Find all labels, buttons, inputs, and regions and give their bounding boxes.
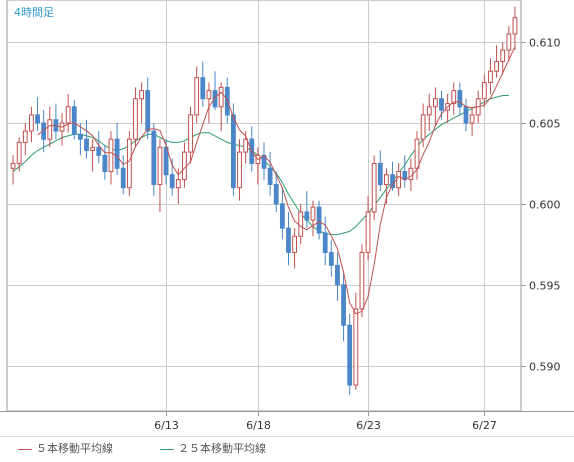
candle-body <box>451 90 457 105</box>
candle-body <box>77 133 83 140</box>
candle-body <box>500 49 506 62</box>
candle-body <box>35 114 40 124</box>
candle-body <box>169 174 175 189</box>
legend-ma5-swatch <box>18 448 32 450</box>
candle-body <box>243 138 249 153</box>
candle-body <box>512 17 518 35</box>
candle-body <box>267 167 273 185</box>
candle-body <box>335 264 340 286</box>
legend-ma5-label: ５本移動平均線 <box>36 442 113 455</box>
plot-background <box>6 0 522 412</box>
candle-body <box>151 130 157 185</box>
legend-ma25-label: ２５本移動平均線 <box>178 442 266 455</box>
candle-body <box>120 167 126 189</box>
candle-body <box>133 98 138 140</box>
candle-body <box>457 90 463 108</box>
candle-body <box>102 154 108 173</box>
candle-body <box>286 227 291 253</box>
candle-body <box>71 106 77 135</box>
candle-body <box>298 211 304 237</box>
candle-body <box>279 203 285 229</box>
candle-body <box>22 130 28 143</box>
ma5-layer <box>37 46 516 315</box>
y-tick-label: 0.610 <box>529 37 561 50</box>
candle-body <box>200 77 206 100</box>
candle-body <box>65 106 71 124</box>
candle-body <box>218 86 224 108</box>
candle-body <box>494 60 499 72</box>
x-tick-label: 6/23 <box>356 419 381 432</box>
candle-body <box>237 151 242 189</box>
candle-body <box>439 98 444 111</box>
y-tick-label: 0.600 <box>529 199 561 212</box>
candle-body <box>175 179 181 189</box>
legend-ma25-swatch <box>160 448 174 450</box>
candle-body <box>432 98 438 108</box>
candle-body <box>126 138 132 189</box>
candle-body <box>390 174 395 189</box>
candle-body <box>90 146 96 151</box>
candle-body <box>145 90 151 132</box>
candle-body <box>114 138 120 169</box>
candle-body <box>16 141 22 164</box>
candle-body <box>231 114 236 189</box>
candle-body <box>506 33 512 51</box>
candle-body <box>408 167 414 181</box>
candle-body <box>371 162 377 213</box>
candle-body <box>182 151 187 181</box>
legend-ma25: ２５本移動平均線 <box>160 440 266 456</box>
candle-body <box>29 114 34 132</box>
candle-body <box>304 211 310 221</box>
candle-body <box>84 138 89 151</box>
candle-body <box>316 206 322 234</box>
candle-body <box>377 162 383 185</box>
candle-body <box>273 183 279 205</box>
candle-body <box>188 114 193 153</box>
candle-body <box>163 146 169 176</box>
candle-body <box>365 211 371 253</box>
candle-body <box>10 162 16 169</box>
candle-body <box>322 232 328 253</box>
candle-body <box>292 235 297 253</box>
candle-body <box>139 90 144 100</box>
candle-body <box>347 324 353 386</box>
candle-body <box>96 146 102 156</box>
x-tick-label: 6/27 <box>472 419 497 432</box>
candle-body <box>469 114 475 124</box>
candle-body <box>384 174 389 185</box>
timeframe-label: 4時間足 <box>14 6 54 19</box>
candle-body <box>212 90 218 108</box>
candle-body <box>414 138 420 169</box>
candle-body <box>481 82 487 100</box>
x-tick-label: 6/18 <box>246 419 271 432</box>
x-tick-label: 6/13 <box>154 419 179 432</box>
axis-label-layer: 0.610 0.605 0.600 0.595 0.590 6/13 6/18 6/23 6/2… <box>154 37 560 433</box>
candle-body <box>488 70 493 84</box>
candle-body <box>47 119 53 140</box>
candle-layer <box>10 6 518 395</box>
candle-body <box>396 171 402 189</box>
candle-body <box>341 284 346 326</box>
candle-body <box>353 308 359 386</box>
ma5-line <box>37 46 516 315</box>
candle-body <box>206 90 212 100</box>
y-tick-label: 0.595 <box>529 280 561 293</box>
candle-body <box>157 146 163 185</box>
y-tick-label: 0.590 <box>529 361 561 374</box>
legend-ma5: ５本移動平均線 <box>18 440 113 456</box>
candle-body <box>463 106 469 124</box>
candle-body <box>359 251 365 310</box>
candle-body <box>420 114 426 140</box>
candle-body <box>194 77 200 116</box>
candle-body <box>328 251 334 266</box>
y-tick-label: 0.605 <box>529 118 561 131</box>
candle-body <box>310 206 316 221</box>
candle-body <box>108 138 114 173</box>
candle-body <box>426 106 432 116</box>
